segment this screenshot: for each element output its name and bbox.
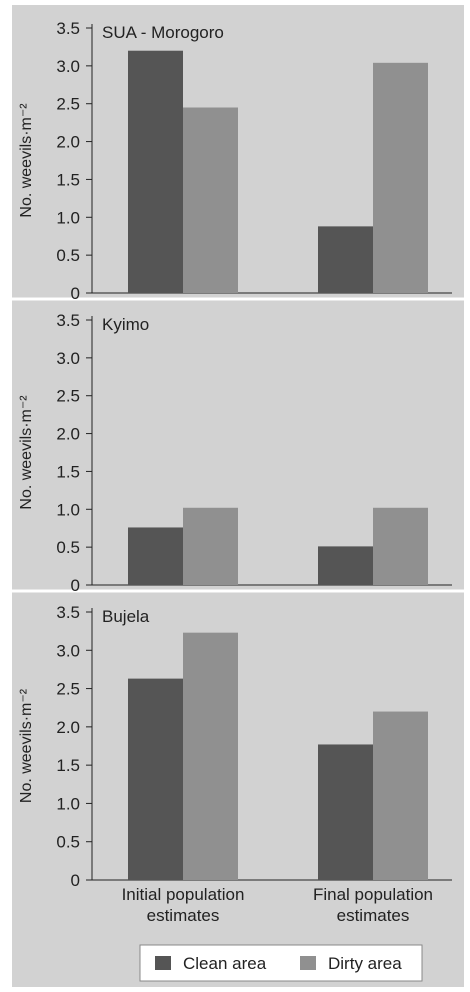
panel-title: SUA - Morogoro (102, 23, 224, 42)
y-tick-label: 3.5 (56, 19, 80, 38)
y-tick-label: 1.0 (56, 208, 80, 227)
y-tick-label: 1.5 (56, 170, 80, 189)
y-tick-label: 2.0 (56, 425, 80, 444)
chart-panel-1: 0 0.5 1.0 1.5 2.0 2.5 3.0 3.5 No. weevils·m⁻² SUA… (12, 18, 464, 303)
legend-swatch-clean (155, 956, 171, 970)
y-tick-label: 0 (71, 284, 80, 303)
bar-clean-final (318, 226, 373, 293)
bar-clean-final (318, 744, 373, 880)
bar-clean-initial (128, 527, 183, 585)
x-category-label: Final population (313, 885, 433, 904)
y-axis-label: No. weevils·m⁻² (18, 103, 35, 218)
y-tick-label: 0.5 (56, 246, 80, 265)
bar-clean-initial (128, 50, 183, 293)
y-tick-label: 3.5 (56, 603, 80, 622)
y-tick-label: 2.5 (56, 680, 80, 699)
y-tick-label: 1.5 (56, 756, 80, 775)
y-tick-label: 1.5 (56, 462, 80, 481)
y-tick-label: 0 (71, 576, 80, 595)
y-tick-label: 1.0 (56, 500, 80, 519)
x-category-label: Initial population (122, 885, 245, 904)
chart-panel-3: 0 0.5 1.0 1.5 2.0 2.5 3.0 3.5 No. weevils·m⁻² Buj… (18, 602, 452, 890)
legend-box (139, 944, 423, 982)
bar-clean-initial (128, 678, 183, 880)
legend: Clean area Dirty area (139, 944, 423, 982)
legend-label: Dirty area (328, 954, 402, 973)
y-tick-label: 2.5 (56, 387, 80, 406)
y-tick-label: 0.5 (56, 833, 80, 852)
x-axis-labels: Initial population estimates Final populat… (122, 885, 433, 925)
y-tick-label: 3.5 (56, 311, 80, 330)
y-tick-label: 2.0 (56, 718, 80, 737)
y-tick-label: 1.0 (56, 794, 80, 813)
y-axis-label: No. weevils·m⁻² (18, 395, 35, 510)
y-tick-label: 3.0 (56, 349, 80, 368)
bar-dirty-initial (183, 507, 238, 585)
chart-panel-2: 0 0.5 1.0 1.5 2.0 2.5 3.0 3.5 No. weevils·m⁻² Kyi… (12, 310, 464, 595)
y-tick-label: 3.0 (56, 641, 80, 660)
y-tick-label: 2.0 (56, 133, 80, 152)
x-category-label: estimates (337, 906, 410, 925)
y-axis-label: No. weevils·m⁻² (18, 688, 35, 803)
bar-dirty-final (373, 507, 428, 585)
y-tick-label: 3.0 (56, 57, 80, 76)
legend-label: Clean area (183, 954, 267, 973)
legend-swatch-dirty (300, 956, 316, 970)
y-tick-label: 0 (71, 871, 80, 890)
y-tick-label: 2.5 (56, 95, 80, 114)
bar-dirty-final (373, 711, 428, 880)
bar-dirty-initial (183, 632, 238, 880)
y-tick-label: 0.5 (56, 538, 80, 557)
panel-title: Kyimo (102, 315, 149, 334)
bar-clean-final (318, 546, 373, 585)
bar-dirty-initial (183, 107, 238, 293)
x-category-label: estimates (147, 906, 220, 925)
panel-title: Bujela (102, 607, 150, 626)
bar-dirty-final (373, 62, 428, 294)
